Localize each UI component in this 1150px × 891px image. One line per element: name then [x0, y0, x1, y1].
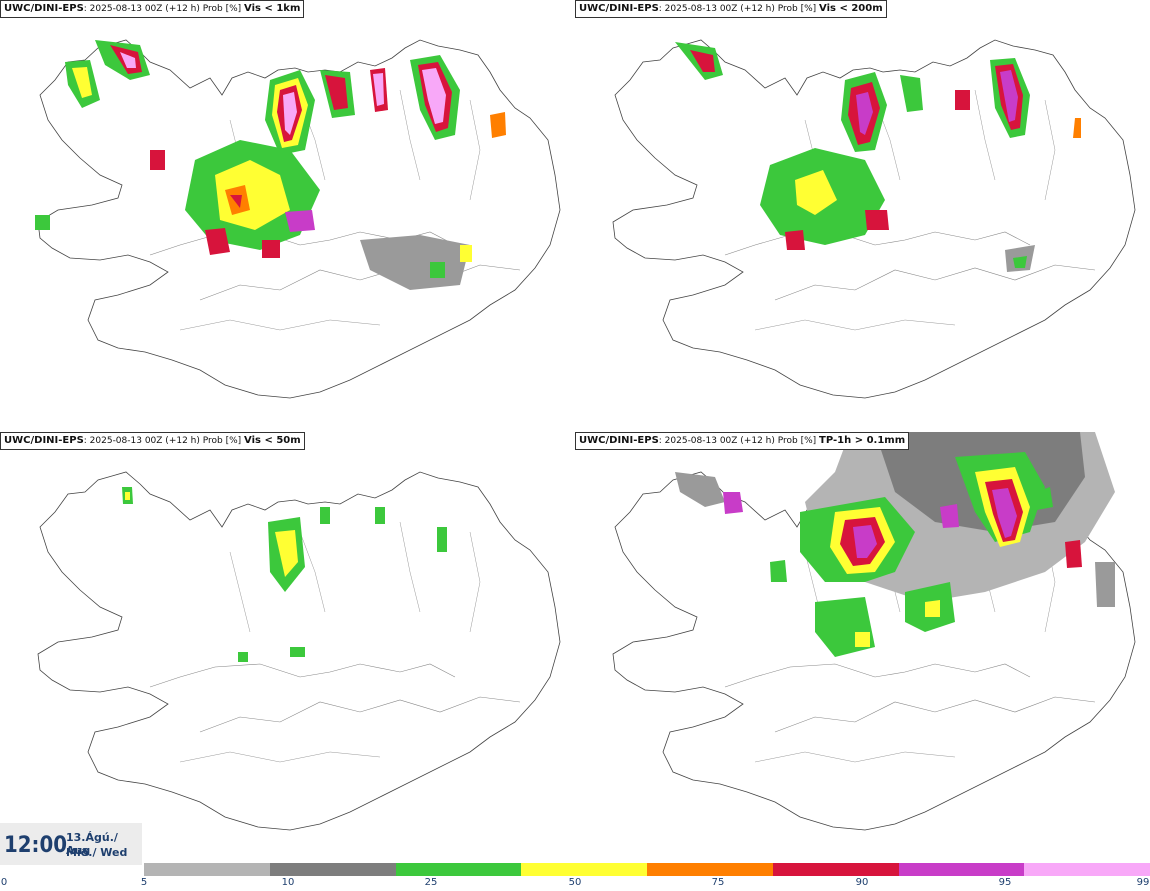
map-vis-1km — [35, 39, 561, 399]
map-vis-200m — [612, 39, 1136, 399]
colorbar-segment — [144, 863, 270, 876]
valid-date-line1: 13.Ágú./ Aug — [66, 831, 118, 857]
panel-title: UWC/DINI-EPS: 2025-08-13 00Z (+12 h) Pro… — [0, 432, 305, 450]
colorbar-segment — [647, 863, 773, 876]
map-tp-1h — [612, 432, 1136, 831]
panel-title: UWC/DINI-EPS: 2025-08-13 00Z (+12 h) Pro… — [575, 432, 910, 450]
colorbar-tick-label: 95 — [998, 877, 1012, 888]
map-vis-50m — [37, 471, 561, 831]
valid-time-box: 12:00 13.Ágú./ Aug Mið./ Wed — [0, 823, 142, 865]
probability-field — [675, 432, 1115, 657]
colorbar-tick-label: 50 — [568, 877, 582, 888]
colorbar-segment — [1024, 863, 1150, 876]
colorbar-tick-label: 10 — [281, 877, 295, 888]
map-panel-vis-200m: UWC/DINI-EPS: 2025-08-13 00Z (+12 h) Pro… — [575, 0, 1150, 432]
panel-title: UWC/DINI-EPS: 2025-08-13 00Z (+12 h) Pro… — [0, 0, 305, 18]
colorbar-ticks: 0 5 10 25 50 75 90 95 99 — [0, 877, 1150, 891]
colorbar-segment — [772, 863, 899, 876]
probability-colorbar — [144, 863, 1150, 876]
probability-field — [122, 487, 447, 662]
colorbar-tick-label: 90 — [855, 877, 869, 888]
colorbar-segment — [521, 863, 647, 876]
map-panel-vis-50m: UWC/DINI-EPS: 2025-08-13 00Z (+12 h) Pro… — [0, 432, 575, 864]
colorbar-segment — [395, 863, 522, 876]
colorbar-tick-label: 5 — [140, 877, 148, 888]
map-panel-tp-1h: UWC/DINI-EPS: 2025-08-13 00Z (+12 h) Pro… — [575, 432, 1150, 864]
colorbar-tick-label: 0 — [0, 877, 8, 888]
colorbar-segment — [898, 863, 1025, 876]
valid-date-line2: Mið./ Wed — [66, 846, 128, 859]
colorbar-tick-label: 25 — [424, 877, 438, 888]
colorbar-tick-label: 75 — [711, 877, 725, 888]
probability-field — [35, 40, 506, 290]
colorbar-tick-label: 99 — [1136, 877, 1150, 888]
colorbar-segment — [269, 863, 396, 876]
map-panel-vis-1km: UWC/DINI-EPS: 2025-08-13 00Z (+12 h) Pro… — [0, 0, 575, 432]
valid-time-clock: 12:00 — [4, 833, 68, 858]
panel-title: UWC/DINI-EPS: 2025-08-13 00Z (+12 h) Pro… — [575, 0, 887, 18]
probability-field — [675, 42, 1081, 272]
